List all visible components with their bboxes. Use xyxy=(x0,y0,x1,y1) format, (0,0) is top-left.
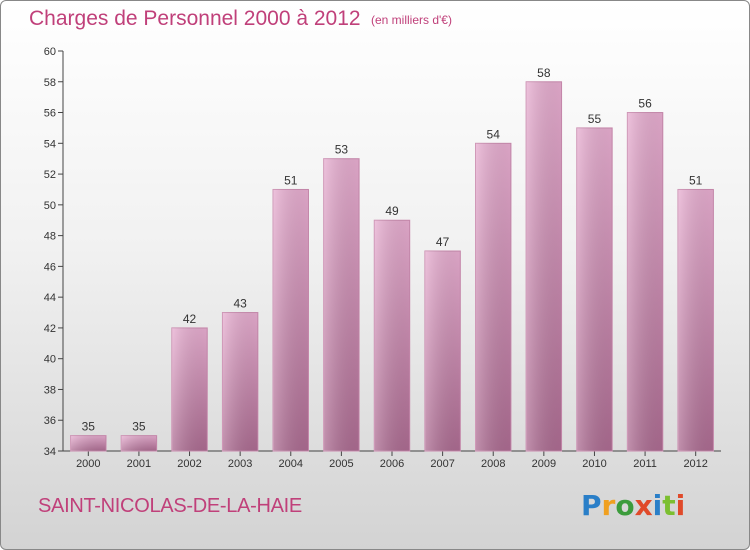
bar-shade xyxy=(526,81,562,452)
y-tick-label: 44 xyxy=(44,292,56,304)
logo-letter: P xyxy=(581,489,602,522)
data-label: 49 xyxy=(385,204,399,218)
data-label: 43 xyxy=(233,297,247,311)
x-tick-label: 2009 xyxy=(532,458,556,470)
bar-shade xyxy=(323,158,360,451)
x-tick-label: 2005 xyxy=(329,458,353,470)
x-tick-label: 2012 xyxy=(683,458,707,470)
bar-shade xyxy=(171,327,208,451)
bar-shade xyxy=(70,435,107,451)
logo-letter: x xyxy=(634,489,653,522)
y-tick-label: 56 xyxy=(44,108,56,120)
y-tick-label: 58 xyxy=(44,77,56,89)
data-label: 47 xyxy=(436,235,450,249)
y-tick-label: 60 xyxy=(44,46,56,58)
bar-shade xyxy=(677,189,714,451)
y-tick-label: 42 xyxy=(44,323,56,335)
y-tick-label: 48 xyxy=(44,231,56,243)
y-tick-label: 54 xyxy=(44,138,56,150)
data-label: 35 xyxy=(132,420,146,434)
data-label: 58 xyxy=(537,66,551,80)
data-label: 55 xyxy=(588,112,602,126)
logo-letter: o xyxy=(615,489,635,522)
data-label: 56 xyxy=(638,97,652,111)
bar-shade xyxy=(121,435,157,451)
chart-title: Charges de Personnel 2000 à 2012 xyxy=(29,7,361,30)
logo-letter: i xyxy=(652,489,663,522)
x-tick-label: 2007 xyxy=(430,458,454,470)
x-tick-label: 2008 xyxy=(481,458,505,470)
chart-subtitle: (en milliers d'€) xyxy=(371,13,452,27)
x-tick-label: 2011 xyxy=(633,458,657,470)
x-tick-label: 2003 xyxy=(228,458,252,470)
bar-shade xyxy=(576,127,613,451)
bar-shade xyxy=(424,251,461,451)
proxiti-logo[interactable]: Proxiti xyxy=(581,489,685,522)
x-tick-label: 2006 xyxy=(380,458,404,470)
y-tick-label: 36 xyxy=(44,415,56,427)
x-tick-label: 2002 xyxy=(177,458,201,470)
logo-letter: t xyxy=(662,489,676,522)
y-tick-label: 46 xyxy=(44,261,56,273)
x-tick-label: 2000 xyxy=(76,458,100,470)
data-label: 53 xyxy=(335,143,349,157)
y-tick-label: 40 xyxy=(44,354,56,366)
logo-letter: i xyxy=(675,489,686,522)
commune-name: SAINT-NICOLAS-DE-LA-HAIE xyxy=(38,495,302,517)
y-tick-label: 50 xyxy=(44,200,56,212)
y-tick-label: 34 xyxy=(44,446,56,458)
x-tick-label: 2010 xyxy=(582,458,606,470)
bar-shade xyxy=(273,189,309,451)
data-label: 51 xyxy=(284,173,298,187)
bar-shade xyxy=(374,220,410,451)
data-label: 42 xyxy=(183,312,197,326)
y-tick-label: 52 xyxy=(44,169,56,181)
data-label: 35 xyxy=(82,420,96,434)
data-label: 54 xyxy=(487,127,501,141)
y-tick-label: 38 xyxy=(44,384,56,396)
x-tick-label: 2001 xyxy=(127,458,151,470)
logo-letter: r xyxy=(601,489,616,522)
x-tick-label: 2004 xyxy=(279,458,303,470)
bar-shade xyxy=(627,112,663,452)
bar-shade xyxy=(222,312,258,451)
bar-shade xyxy=(475,143,511,452)
data-label: 51 xyxy=(689,173,703,187)
